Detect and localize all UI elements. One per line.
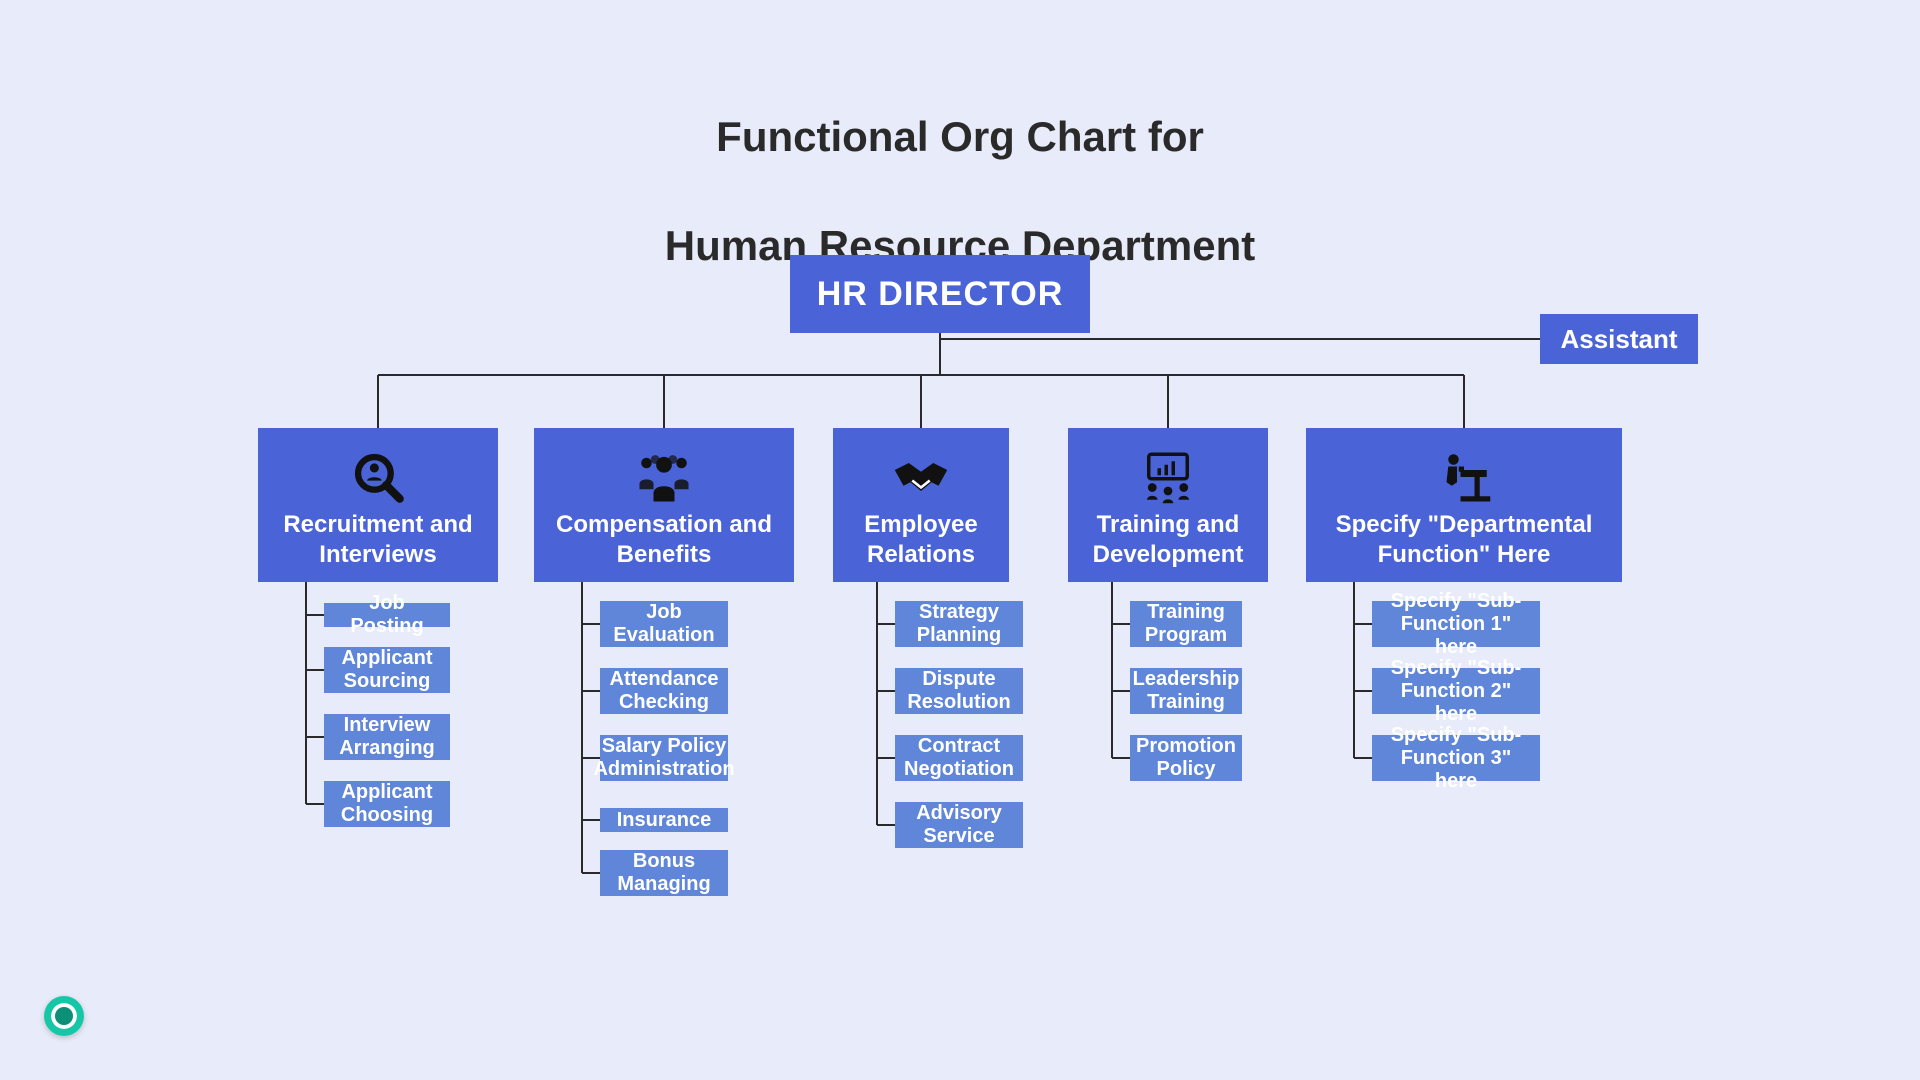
org-dept-label: Compensation and Benefits — [534, 510, 794, 570]
org-sub-node: Applicant Sourcing — [324, 647, 450, 693]
org-sub-node: Dispute Resolution — [895, 668, 1023, 714]
search-person-icon — [343, 448, 413, 506]
org-sub-node: Advisory Service — [895, 802, 1023, 848]
org-dept-node: Compensation and Benefits — [534, 428, 794, 582]
org-sub-node: Job Evaluation — [600, 601, 728, 647]
org-sub-node: Promotion Policy — [1130, 735, 1242, 781]
org-dept-node: Employee Relations — [833, 428, 1009, 582]
org-sub-node: Specify "Sub-Function 3" here — [1372, 735, 1540, 781]
org-sub-node: Specify "Sub-Function 2" here — [1372, 668, 1540, 714]
org-dept-label: Employee Relations — [833, 510, 1009, 570]
org-sub-node: Contract Negotiation — [895, 735, 1023, 781]
presentation-icon — [1133, 448, 1203, 506]
org-sub-node: Salary Policy Administration — [600, 735, 728, 781]
org-sub-node: Insurance — [600, 808, 728, 832]
org-sub-node: Attendance Checking — [600, 668, 728, 714]
org-dept-label: Specify "Departmental Function" Here — [1306, 510, 1622, 570]
org-sub-node: Specify "Sub-Function 1" here — [1372, 601, 1540, 647]
org-sub-node: Training Program — [1130, 601, 1242, 647]
people-group-icon — [629, 448, 699, 506]
org-dept-node: Recruitment and Interviews — [258, 428, 498, 582]
podium-icon — [1429, 448, 1499, 506]
org-sub-node: Strategy Planning — [895, 601, 1023, 647]
org-sub-node: Interview Arranging — [324, 714, 450, 760]
org-sub-node: Job Posting — [324, 603, 450, 627]
handshake-icon — [886, 448, 956, 506]
org-sub-node: Applicant Choosing — [324, 781, 450, 827]
org-dept-node: Specify "Departmental Function" Here — [1306, 428, 1622, 582]
org-dept-label: Recruitment and Interviews — [258, 510, 498, 570]
org-dept-node: Training and Development — [1068, 428, 1268, 582]
org-dept-label: Training and Development — [1068, 510, 1268, 570]
chat-fab-icon[interactable] — [44, 996, 84, 1036]
org-sub-node: Bonus Managing — [600, 850, 728, 896]
org-sub-node: Leadership Training — [1130, 668, 1242, 714]
